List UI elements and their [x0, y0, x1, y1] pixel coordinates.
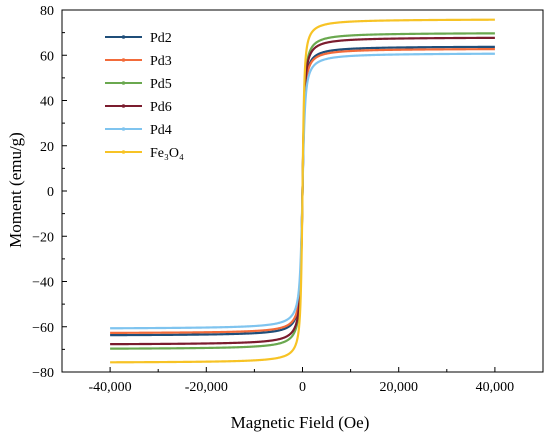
- y-tick-label: −40: [32, 276, 54, 291]
- legend-label: Pd5: [150, 77, 172, 92]
- legend-marker: [121, 127, 126, 131]
- legend-label: Pd3: [150, 54, 172, 69]
- legend-marker: [121, 150, 126, 154]
- legend-label: Pd4: [150, 123, 172, 138]
- legend-marker: [121, 104, 126, 108]
- y-tick-label: 0: [47, 185, 54, 200]
- y-tick-label: −20: [32, 230, 54, 245]
- x-tick-label: 0: [299, 380, 306, 395]
- y-tick-label: −80: [32, 366, 54, 381]
- y-tick-label: 60: [40, 49, 54, 64]
- legend: Pd2 Pd3 Pd5 Pd6 Pd4 Fe₃O₄: [105, 31, 184, 161]
- y-tick-label: 40: [40, 95, 54, 110]
- x-axis-title: Magnetic Field (Oe): [231, 413, 370, 432]
- x-tick-label: 20,000: [379, 380, 418, 395]
- legend-marker: [121, 58, 126, 62]
- x-tick-label: -20,000: [185, 380, 228, 395]
- y-axis-title: Moment (emu/g): [6, 132, 25, 248]
- legend-label: Pd6: [150, 100, 172, 115]
- series-lines: [110, 18, 495, 364]
- axis-ticks: [61, 9, 544, 373]
- legend-label: Fe₃O₄: [150, 146, 184, 161]
- legend-label: Pd2: [150, 31, 172, 46]
- y-tick-label: −60: [32, 321, 54, 336]
- axis-tick-labels: -40,000 -20,000 0 20,000 40,000 −80 −60 −40 −20 0…: [32, 4, 514, 395]
- x-tick-label: -40,000: [89, 380, 132, 395]
- x-tick-label: 40,000: [476, 380, 515, 395]
- series-line: [110, 18, 495, 364]
- y-tick-label: 20: [40, 140, 54, 155]
- y-tick-label: 80: [40, 4, 54, 19]
- legend-marker: [121, 81, 126, 85]
- legend-marker: [121, 35, 126, 39]
